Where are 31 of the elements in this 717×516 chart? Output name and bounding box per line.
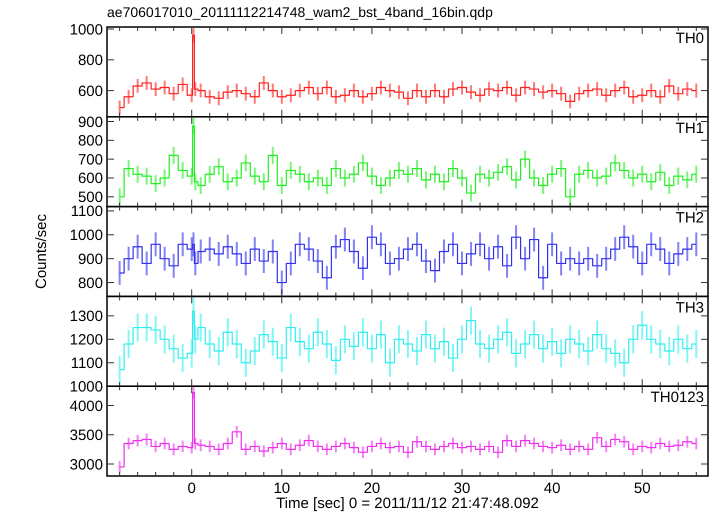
y-tick-label: 1300 xyxy=(70,308,103,326)
y-tick-label: 700 xyxy=(78,151,103,168)
y-tick-label: 3500 xyxy=(70,427,103,444)
y-tick-label: 800 xyxy=(78,274,103,292)
chart-title: ae706017010_20111112214748_wam2_bst_4band_16bin.qdp xyxy=(107,4,494,20)
x-tick-label: 40 xyxy=(544,480,560,497)
x-tick-label: 0 xyxy=(188,480,196,497)
x-tick-label: 20 xyxy=(364,480,380,497)
x-axis-title: Time [sec] 0 = 2011/11/12 21:47:48.092 xyxy=(276,495,539,512)
y-tick-label: 3000 xyxy=(70,456,103,474)
y-tick-label: 800 xyxy=(78,52,103,70)
series-label: TH2 xyxy=(676,210,704,227)
y-tick-label: 1000 xyxy=(70,21,103,38)
y-tick-label: 1100 xyxy=(70,355,103,372)
y-tick-label: 600 xyxy=(78,170,103,188)
text: TH0 xyxy=(676,30,704,47)
series-label: TH3 xyxy=(676,299,704,316)
text: TH0123 xyxy=(650,389,704,406)
x-tick-label: 30 xyxy=(454,480,470,497)
y-tick-label: 1000 xyxy=(70,227,103,244)
y-axis-title: Counts/sec xyxy=(33,213,50,290)
y-tick-label: 600 xyxy=(78,82,103,100)
y-tick-label: 4000 xyxy=(70,398,103,415)
text: TH1 xyxy=(676,120,704,137)
y-tick-label: 800 xyxy=(78,132,103,150)
x-tick-label: 50 xyxy=(634,480,651,497)
y-tick-label: 900 xyxy=(78,114,103,131)
y-tick-label: 1000 xyxy=(70,378,103,396)
y-tick-label: 900 xyxy=(78,250,103,268)
y-tick-label: 1200 xyxy=(70,332,103,349)
x-tick-label: 10 xyxy=(273,480,290,497)
